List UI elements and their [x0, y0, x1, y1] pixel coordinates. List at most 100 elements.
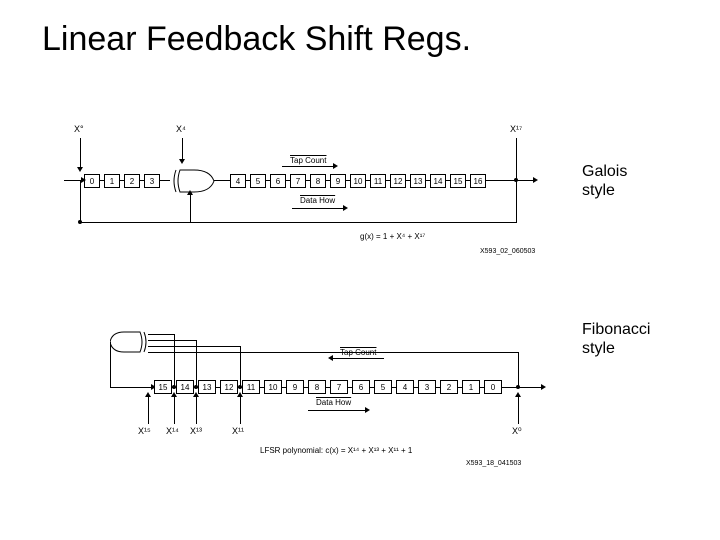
- fib-reg-0: 0: [484, 380, 502, 394]
- g-r0: [246, 180, 250, 181]
- galois-reg-8: 8: [310, 174, 326, 188]
- galois-reg-4: 4: [230, 174, 246, 188]
- f-tap0-left: [148, 352, 519, 353]
- galois-v-x17: [516, 138, 517, 180]
- g-c0: [100, 180, 104, 181]
- galois-dataflow-label: Data How: [300, 196, 335, 205]
- f-tap11-left: [148, 346, 241, 347]
- fib-reg-1: 1: [462, 380, 480, 394]
- f-c6: [304, 387, 308, 388]
- g-fb-down: [516, 180, 517, 222]
- tapcount-arrow: [282, 166, 334, 167]
- g-r10: [446, 180, 450, 181]
- f-x0-arrow: [518, 396, 519, 424]
- fibonacci-diagram: Tap Count 15 14 13 12 11 10 9 8 7 6 5 4 …: [110, 330, 570, 470]
- g-r5: [346, 180, 350, 181]
- fib-reg-10: 10: [264, 380, 282, 394]
- g-c2: [140, 180, 144, 181]
- fib-reg-11: 11: [242, 380, 260, 394]
- fib-reg-14: 14: [176, 380, 194, 394]
- g-r3: [306, 180, 310, 181]
- fib-xor-gate: [110, 330, 150, 354]
- g-r1: [266, 180, 270, 181]
- g-r8: [406, 180, 410, 181]
- galois-diagram: X° X⁴ X¹⁷ Tap Count 0 1 2 3 4 5 6 7 8 9 …: [60, 120, 560, 260]
- g-r6: [366, 180, 370, 181]
- fib-gate-down: [110, 342, 111, 387]
- fib-figure-id: X593_18_041503: [466, 460, 521, 467]
- fib-reg-7: 7: [330, 380, 348, 394]
- galois-reg-2: 2: [124, 174, 140, 188]
- galois-tapcount-label: Tap Count: [290, 156, 326, 165]
- galois-figure-id: X593_02_060503: [480, 248, 535, 255]
- fib-reg-6: 6: [352, 380, 370, 394]
- galois-reg-10: 10: [350, 174, 366, 188]
- fib-reg-12: 12: [220, 380, 238, 394]
- g-r7: [386, 180, 390, 181]
- g-c3: [160, 180, 170, 181]
- fibonacci-style-label: Fibonacci style: [582, 320, 650, 358]
- g-fb-up: [80, 180, 81, 222]
- f-c14: [480, 387, 484, 388]
- f-c13: [458, 387, 462, 388]
- f-x11-arrow: [240, 396, 241, 424]
- g-out: [486, 180, 534, 181]
- galois-v-x4: [182, 138, 183, 160]
- fib-tapcount-arrow: [332, 358, 384, 359]
- galois-reg-7: 7: [290, 174, 306, 188]
- galois-tap-x4: X⁴: [176, 124, 186, 134]
- f-c12: [436, 387, 440, 388]
- galois-reg-5: 5: [250, 174, 266, 188]
- f-c10: [392, 387, 396, 388]
- galois-tap-x17: X¹⁷: [510, 124, 522, 134]
- g-r9: [426, 180, 430, 181]
- g-r4: [326, 180, 330, 181]
- f-c9: [370, 387, 374, 388]
- fib-reg-8: 8: [308, 380, 326, 394]
- fib-reg-15: 15: [154, 380, 172, 394]
- galois-reg-6: 6: [270, 174, 286, 188]
- fib-tap-x0: X⁰: [512, 426, 522, 437]
- fib-tap-x14: X¹⁴: [166, 426, 179, 436]
- galois-reg-3: 3: [144, 174, 160, 188]
- galois-reg-14: 14: [430, 174, 446, 188]
- galois-reg-15: 15: [450, 174, 466, 188]
- galois-reg-9: 9: [330, 174, 346, 188]
- g-fb-xor-up: [190, 194, 191, 222]
- galois-reg-13: 13: [410, 174, 426, 188]
- galois-dataflow-arrow: [292, 208, 344, 209]
- f-x14-arrow: [174, 396, 175, 424]
- fib-tap-x11: X¹¹: [232, 426, 244, 436]
- galois-v-x0: [80, 138, 81, 168]
- g-fb-across: [80, 222, 517, 223]
- fib-dataflow-label: Data How: [316, 398, 351, 407]
- f-tap14-left: [148, 334, 175, 335]
- galois-tap-x0: X°: [74, 124, 84, 134]
- f-c7: [326, 387, 330, 388]
- f-tap0-up: [518, 352, 519, 386]
- f-c4: [260, 387, 264, 388]
- page-title: Linear Feedback Shift Regs.: [42, 20, 471, 59]
- g-r11: [466, 180, 470, 181]
- f-c8: [348, 387, 352, 388]
- galois-reg-16: 16: [470, 174, 486, 188]
- fib-tap-x13: X¹³: [190, 426, 202, 436]
- galois-reg-1: 1: [104, 174, 120, 188]
- fib-reg-9: 9: [286, 380, 304, 394]
- fib-reg-4: 4: [396, 380, 414, 394]
- fib-tap-x15: X¹⁵: [138, 426, 151, 436]
- g-c-gate-out: [214, 180, 230, 181]
- fib-reg-2: 2: [440, 380, 458, 394]
- f-c2: [216, 387, 220, 388]
- f-tap14-up: [174, 334, 175, 386]
- galois-polynomial: g(x) = 1 + X⁴ + X¹⁷: [360, 232, 425, 241]
- galois-reg-12: 12: [390, 174, 406, 188]
- galois-reg-0: 0: [84, 174, 100, 188]
- fib-reg-13: 13: [198, 380, 216, 394]
- g-c1: [120, 180, 124, 181]
- galois-xor-gate: [170, 168, 216, 194]
- fib-dataflow-arrow: [308, 410, 366, 411]
- fib-reg-5: 5: [374, 380, 392, 394]
- f-out: [502, 387, 542, 388]
- fib-gate-to-reg: [110, 387, 152, 388]
